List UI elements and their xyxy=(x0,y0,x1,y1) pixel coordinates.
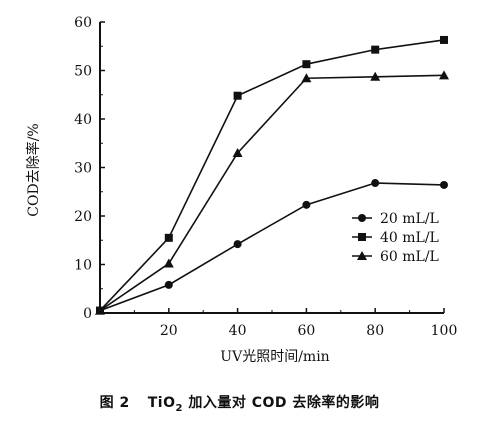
y-tick-label: 60 xyxy=(74,15,92,31)
legend-item: 40 mL/L xyxy=(352,230,439,246)
data-point xyxy=(439,70,449,80)
data-point xyxy=(95,305,105,315)
data-point xyxy=(302,60,311,69)
legend-item: 60 mL/L xyxy=(352,249,439,265)
caption-subscript: 2 xyxy=(175,402,183,414)
x-tick-label: 80 xyxy=(366,323,384,339)
y-tick-label: 10 xyxy=(74,258,92,274)
data-point xyxy=(371,45,380,54)
series-2 xyxy=(96,35,448,315)
axes xyxy=(99,21,445,314)
caption-text-before: TiO xyxy=(147,395,176,411)
data-point xyxy=(440,180,448,189)
legend-label: 40 mL/L xyxy=(380,230,439,246)
x-tick-label: 100 xyxy=(431,323,458,339)
data-point xyxy=(163,258,174,268)
x-tick-label: 60 xyxy=(297,323,315,339)
tick-labels: 0 10 20 30 40 50 60 20 40 60 80 100 xyxy=(74,15,457,339)
legend-item: 20 mL/L xyxy=(352,211,439,227)
series-line xyxy=(99,182,445,312)
caption-text-after: 加入量对 COD 去除率的影响 xyxy=(182,395,380,411)
y-tick-label: 50 xyxy=(74,64,92,80)
data-point xyxy=(232,147,243,157)
y-tick-label: 30 xyxy=(74,161,92,177)
data-point xyxy=(301,73,312,83)
line-chart: 0 10 20 30 40 50 60 20 40 60 80 100 20 mL/L 40 mL/L 6… xyxy=(25,15,457,365)
legend: 20 mL/L 40 mL/L 60 mL/L xyxy=(352,211,439,265)
data-point xyxy=(233,91,242,100)
series-line xyxy=(99,74,445,312)
legend-label: 20 mL/L xyxy=(380,211,439,227)
legend-marker xyxy=(358,214,366,222)
series-3 xyxy=(95,70,449,315)
y-tick-label: 0 xyxy=(83,306,92,322)
x-tick-label: 40 xyxy=(229,323,247,339)
y-tick-label: 20 xyxy=(74,209,92,225)
figure-caption: 图 2 TiO2 加入量对 COD 去除率的影响 xyxy=(0,392,479,414)
data-point xyxy=(164,233,173,242)
series-layer xyxy=(95,35,449,315)
x-tick-label: 20 xyxy=(160,323,178,339)
figure-number: 图 2 xyxy=(99,395,130,411)
data-point xyxy=(371,179,380,188)
legend-marker xyxy=(357,251,367,260)
y-tick-label: 40 xyxy=(74,112,92,128)
y-axis-title: COD去除率/% xyxy=(25,123,42,216)
legend-label: 60 mL/L xyxy=(380,249,439,265)
data-point xyxy=(302,200,311,209)
data-point xyxy=(164,280,173,289)
x-axis-title: UV光照时间/min xyxy=(220,349,329,365)
data-point xyxy=(233,240,242,249)
series-line xyxy=(99,39,445,312)
data-point xyxy=(440,35,448,44)
series-1 xyxy=(96,179,448,315)
legend-marker xyxy=(358,233,366,241)
data-point xyxy=(370,71,381,81)
